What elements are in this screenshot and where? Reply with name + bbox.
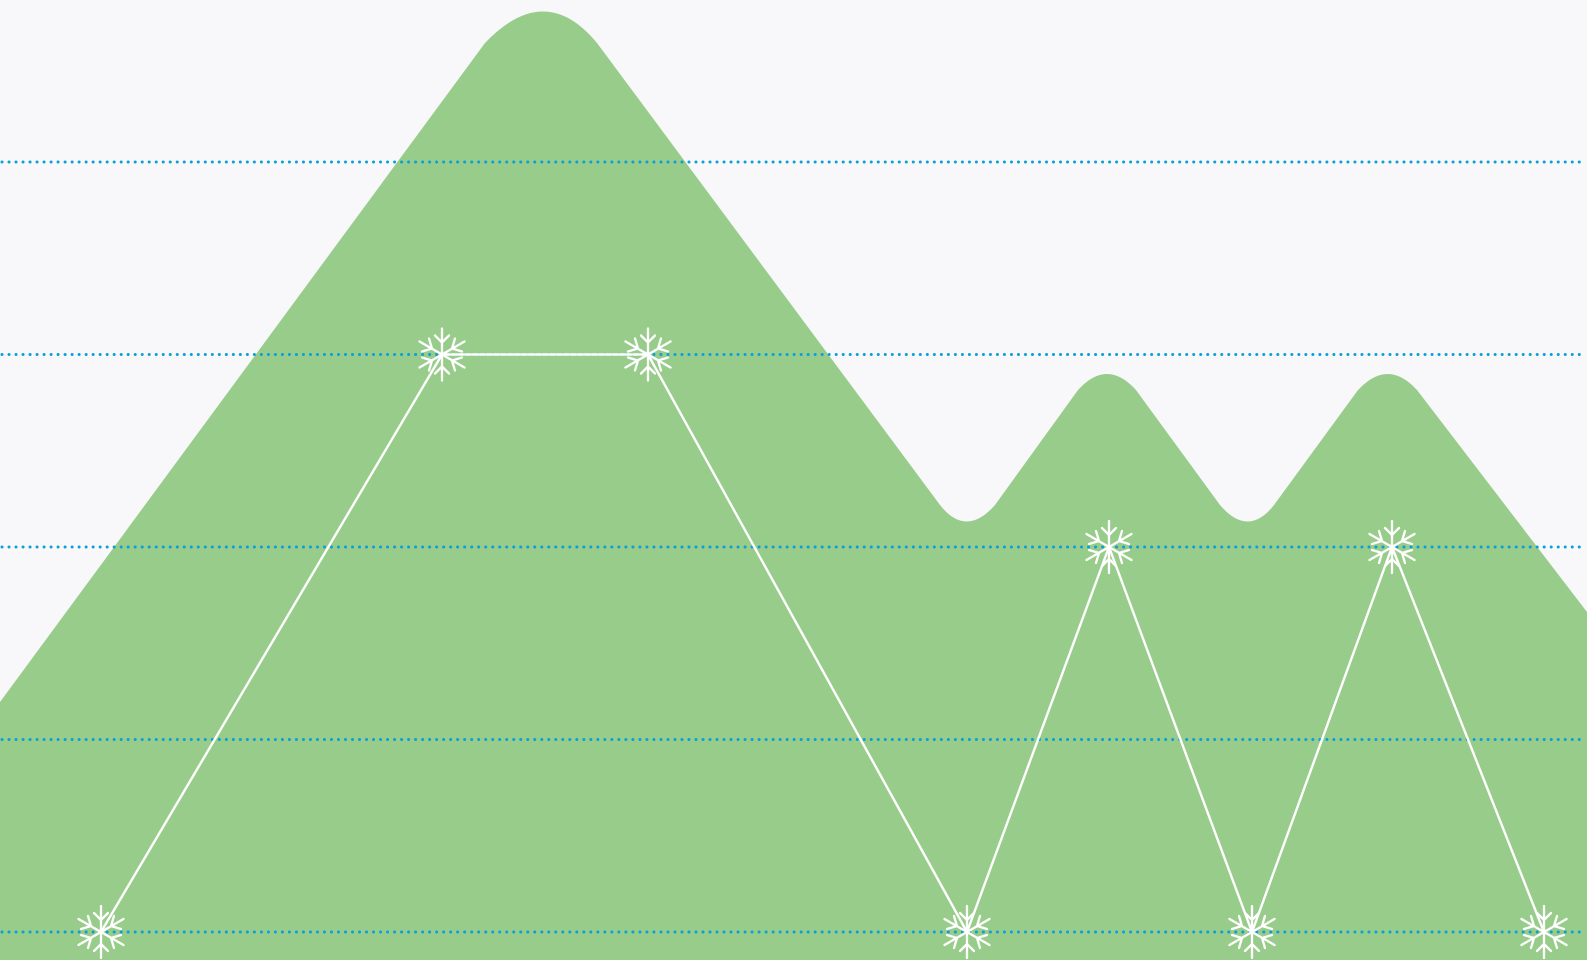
series-line-group	[99, 353, 1546, 934]
mountain-silhouette	[0, 11, 1587, 960]
series-line-0	[99, 353, 1546, 934]
